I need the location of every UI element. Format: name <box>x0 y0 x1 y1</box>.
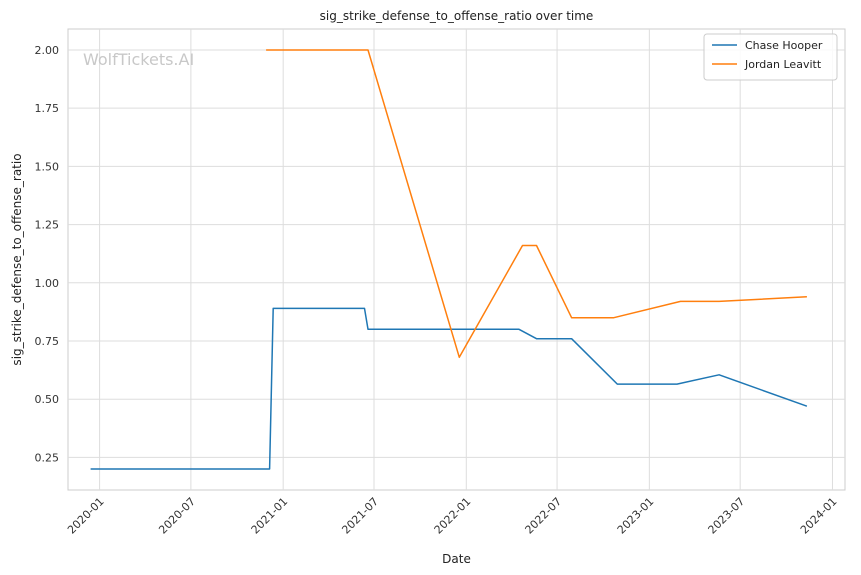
x-tick-label: 2020-07 <box>156 495 198 537</box>
legend-label-jordan-leavitt: Jordan Leavitt <box>744 58 822 71</box>
y-tick-label: 1.25 <box>35 219 60 232</box>
plot-frame <box>67 28 846 491</box>
x-axis-label: Date <box>442 552 471 566</box>
x-tick-label: 2020-01 <box>65 495 107 537</box>
legend-box <box>703 33 838 81</box>
series-line-chase-hooper <box>90 307 808 470</box>
y-axis-label: sig_strike_defense_to_offense_ratio <box>10 153 24 365</box>
plot-area: WolfTickets.AI <box>67 28 846 491</box>
y-tick-label: 0.75 <box>35 335 60 348</box>
x-tick-label: 2023-01 <box>615 495 657 537</box>
series-line-jordan-leavitt <box>266 49 807 359</box>
series-lines <box>90 49 808 470</box>
x-tick-label: 2023-07 <box>706 495 748 537</box>
legend-label-chase-hooper: Chase Hooper <box>745 39 823 52</box>
y-tick-label: 1.00 <box>35 277 60 290</box>
y-tick-label: 1.50 <box>35 160 60 173</box>
legend: Chase Hooper Jordan Leavitt <box>703 33 838 81</box>
y-tick-label: 0.25 <box>35 451 60 464</box>
grid <box>68 29 845 490</box>
y-tick-label: 2.00 <box>35 44 60 57</box>
x-tick-label: 2021-01 <box>249 495 291 537</box>
x-axis-ticks: 2020-01 2020-07 2021-01 2021-07 2022-01 2022-… <box>65 495 840 537</box>
x-tick-label: 2022-01 <box>432 495 474 537</box>
y-axis-ticks: 0.25 0.50 0.75 1.00 1.25 1.50 1.75 2.00 <box>35 44 60 464</box>
x-tick-label: 2022-07 <box>522 495 564 537</box>
x-tick-label: 2024-01 <box>798 495 840 537</box>
y-tick-label: 1.75 <box>35 102 60 115</box>
chart-title: sig_strike_defense_to_offense_ratio over… <box>320 9 594 23</box>
watermark: WolfTickets.AI <box>83 50 194 69</box>
y-tick-label: 0.50 <box>35 393 60 406</box>
x-tick-label: 2021-07 <box>339 495 381 537</box>
